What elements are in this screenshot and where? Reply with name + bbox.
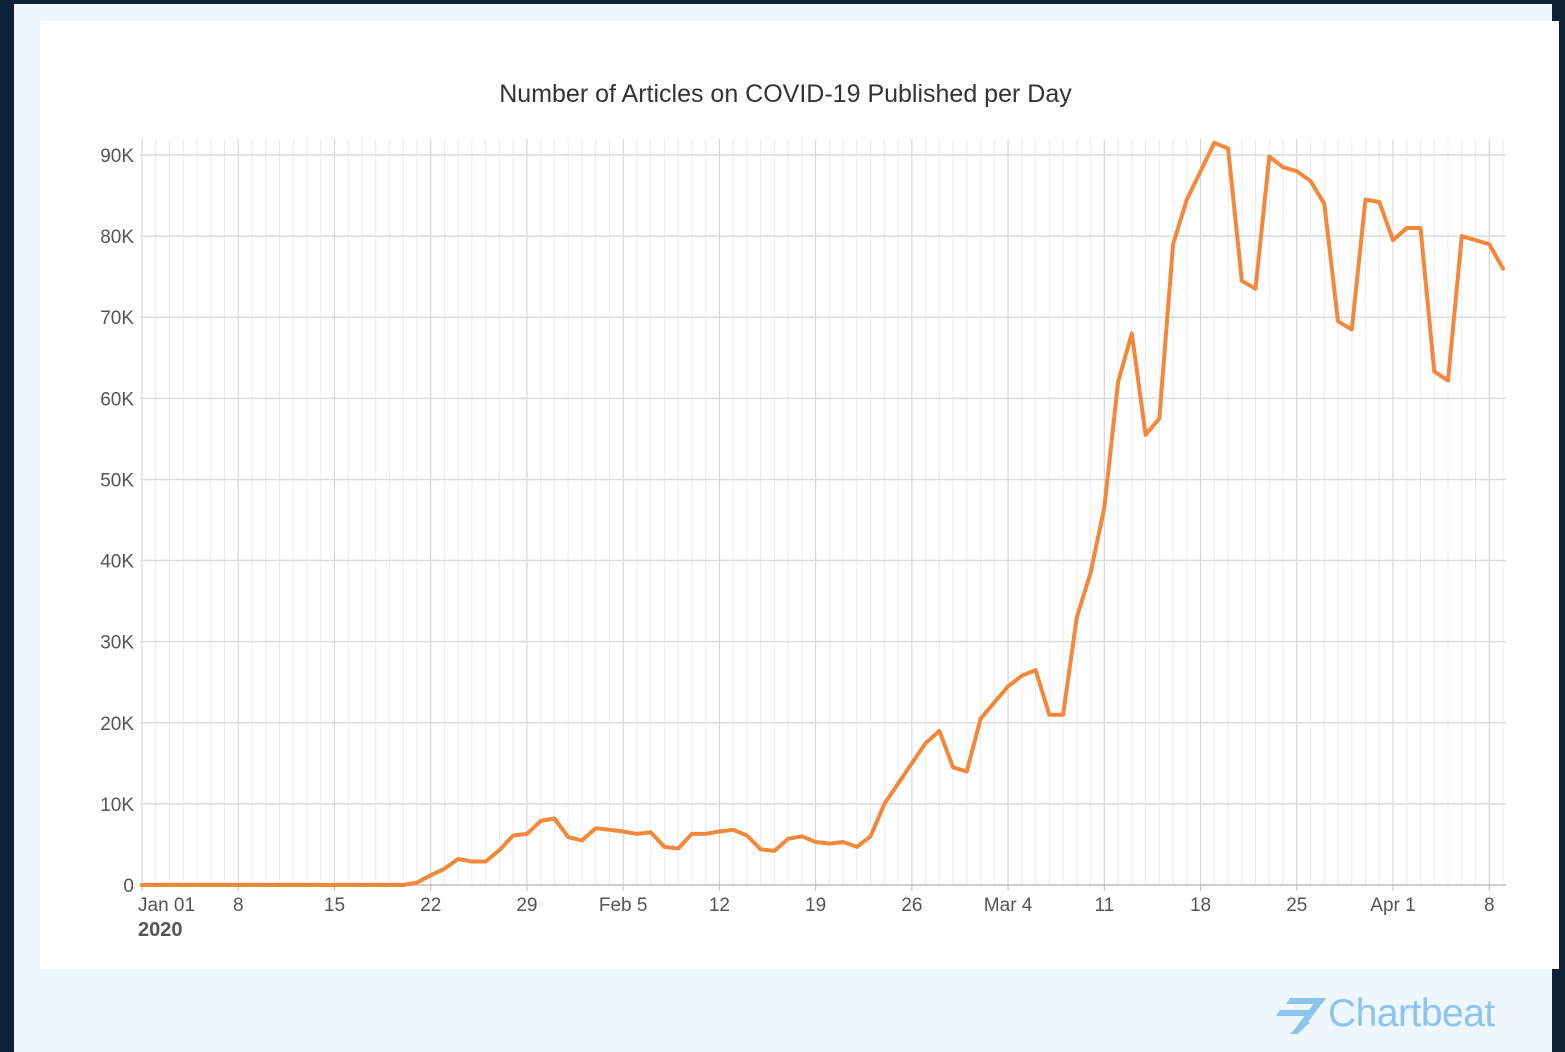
y-tick-label: 60K xyxy=(100,389,134,410)
line-chart: 0 10K 20K 30K 40K 50K 60K 70K 80K 90K Jan 01 2020 8… xyxy=(100,139,1506,941)
y-tick-label: 90K xyxy=(100,146,134,167)
x-tick-label: 12 xyxy=(709,895,730,916)
brand-name: Chartbeat xyxy=(1328,992,1495,1035)
y-tick-label: 10K xyxy=(100,795,134,816)
chart-card: Number of Articles on COVID-19 Published… xyxy=(40,21,1559,969)
x-tick-label: Jan 01 xyxy=(138,895,195,916)
y-tick-label: 40K xyxy=(100,552,134,573)
y-tick-label: 0 xyxy=(123,876,134,897)
y-tick-label: 50K xyxy=(100,470,134,491)
chartbeat-stripes-icon xyxy=(1276,998,1326,1034)
x-tick-label: 18 xyxy=(1190,895,1211,916)
chart-title: Number of Articles on COVID-19 Published… xyxy=(499,80,1072,108)
y-tick-label: 20K xyxy=(100,714,134,735)
x-tick-label: 8 xyxy=(1484,895,1495,916)
x-tick-label: 26 xyxy=(901,895,922,916)
y-tick-label: 30K xyxy=(100,633,134,654)
x-tick-label: Mar 4 xyxy=(984,895,1033,916)
x-axis: Jan 01 2020 8 15 22 29 Feb 5 12 19 26 Mar 4 11 18 25 A… xyxy=(138,885,1495,941)
x-tick-label: 22 xyxy=(420,895,441,916)
y-tick-label: 80K xyxy=(100,227,134,248)
x-tick-label: 29 xyxy=(516,895,537,916)
major-gridlines xyxy=(140,139,1506,886)
x-tick-label: 19 xyxy=(805,895,826,916)
y-tick-label: 70K xyxy=(100,308,134,329)
x-tick-label: Feb 5 xyxy=(599,895,648,916)
series-layer xyxy=(140,140,1505,887)
x-tick-label: Apr 1 xyxy=(1370,895,1415,916)
chartbeat-logo: Chartbeat xyxy=(1272,992,1512,1038)
x-tick-label: 11 xyxy=(1094,895,1114,916)
minor-gridlines xyxy=(141,139,1504,885)
y-axis: 0 10K 20K 30K 40K 50K 60K 70K 80K 90K xyxy=(100,146,134,897)
x-tick-label: 25 xyxy=(1286,895,1307,916)
series-line xyxy=(140,140,1505,887)
x-tick-label: 8 xyxy=(233,895,244,916)
x-tick-year-label: 2020 xyxy=(138,919,183,941)
chart-panel: Number of Articles on COVID-19 Published… xyxy=(14,4,1559,1052)
x-tick-label: 15 xyxy=(324,895,345,916)
